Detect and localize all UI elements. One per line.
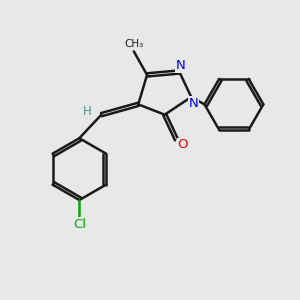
Text: N: N [176,59,186,72]
Text: N: N [189,97,199,110]
Text: H: H [83,105,92,118]
Text: O: O [178,139,188,152]
Text: Cl: Cl [73,218,86,231]
Text: CH₃: CH₃ [124,39,143,49]
